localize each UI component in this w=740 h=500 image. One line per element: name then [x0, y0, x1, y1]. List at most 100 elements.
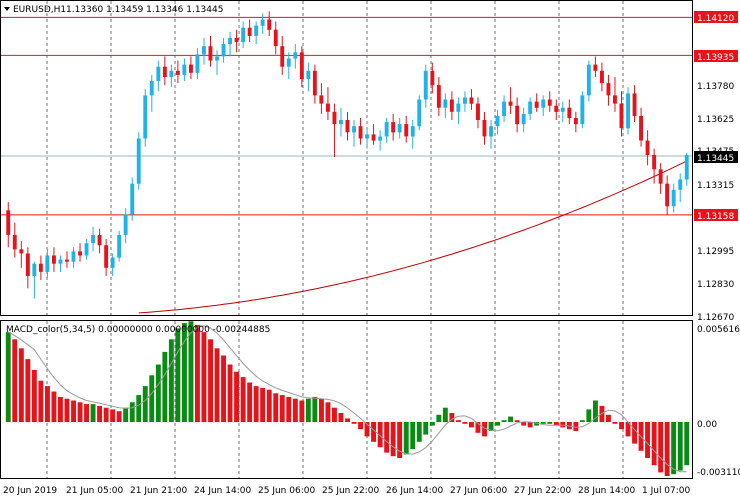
candle-body	[619, 103, 624, 129]
candle-body	[273, 29, 278, 47]
macd-bar	[247, 382, 253, 423]
candle-body	[423, 70, 428, 100]
candle-body	[502, 101, 506, 116]
candle-body	[534, 101, 539, 108]
macd-bar	[423, 422, 429, 435]
candle-body	[665, 183, 670, 207]
candle-body	[117, 235, 122, 258]
macd-bar	[521, 422, 527, 426]
candle-body	[130, 183, 135, 215]
candle-body	[449, 99, 454, 112]
macd-bar	[325, 402, 331, 423]
macd-bar	[384, 422, 390, 453]
current-price-tag-label: 1.13445	[697, 154, 734, 164]
macd-bar	[18, 348, 24, 423]
x-tick-label: 21 Jun 05:00	[66, 486, 123, 496]
candle-body	[319, 95, 324, 104]
macd-bar	[560, 422, 566, 428]
candle-body	[293, 52, 298, 59]
candle-body	[489, 126, 493, 137]
candle-body	[476, 103, 480, 120]
macd-bar	[612, 422, 618, 424]
macd-bar	[462, 422, 468, 424]
macd-bar	[540, 422, 546, 424]
macd-bar	[579, 420, 585, 422]
candle-body	[123, 214, 128, 235]
macd-bar	[671, 422, 677, 475]
candle-body	[32, 263, 37, 276]
macd-bar	[508, 416, 513, 422]
macd-bar	[456, 420, 461, 422]
candle-body	[326, 103, 330, 112]
macd-bar	[436, 414, 442, 422]
macd-bar	[175, 328, 181, 423]
candle-body	[182, 64, 187, 75]
macd-bar	[240, 377, 246, 423]
macd-bar	[116, 411, 122, 422]
price-tags: 1.14120 1.13935 1.13158 1.13445	[694, 11, 738, 222]
macd-bar	[45, 386, 50, 423]
macd-bar	[273, 393, 279, 423]
macd-bar	[527, 422, 533, 428]
macd-bar	[645, 422, 650, 458]
macd-bar	[38, 380, 44, 423]
macd-bar	[162, 351, 168, 423]
macd-bar	[586, 409, 592, 422]
candle-body	[658, 169, 663, 184]
macd-bar	[201, 332, 207, 423]
macd-panel-frame	[0, 320, 693, 479]
candle-body	[267, 19, 272, 30]
time-axis: 20 Jun 2019 21 Jun 05:00 21 Jun 21:00 24…	[3, 486, 691, 496]
candle-body	[104, 245, 109, 268]
macd-bar	[188, 321, 194, 423]
chart-menu-arrow-icon[interactable]	[4, 7, 10, 11]
level-tag-bg	[694, 50, 738, 62]
candle-body	[221, 44, 226, 57]
macd-bar	[90, 404, 96, 423]
candle-body	[391, 122, 396, 133]
x-tick-label: 25 Jun 06:00	[258, 486, 315, 496]
macd-bar	[12, 339, 18, 423]
macd-signal-line	[8, 325, 687, 473]
candle-body	[6, 210, 11, 235]
candle-body	[410, 126, 415, 137]
candle-body	[521, 113, 526, 125]
macd-bar	[123, 407, 129, 423]
candle-body	[260, 19, 265, 26]
macd-bar	[651, 422, 657, 466]
candle-body	[169, 70, 174, 77]
macd-panel-gridlines	[46, 321, 624, 478]
candle-body	[606, 83, 611, 96]
candle-body	[547, 99, 552, 106]
candle-body	[306, 70, 311, 79]
candle-body	[202, 46, 206, 55]
macd-bar	[5, 332, 11, 423]
macd-bar	[390, 422, 396, 457]
macd-bar	[442, 407, 448, 423]
macd-bar	[345, 418, 350, 422]
macd-bar	[110, 409, 116, 422]
candle-body	[286, 58, 291, 67]
level-tag-bg	[694, 11, 738, 23]
macd-bar	[64, 398, 70, 423]
macd-bar	[677, 422, 683, 471]
level-tag-label: 1.13935	[697, 53, 734, 63]
y-tick-label: 1.12995	[697, 247, 734, 257]
candle-body	[84, 243, 89, 256]
horizontal-levels	[1, 16, 692, 216]
candle-body	[136, 138, 141, 184]
current-price-tag-bg	[694, 151, 738, 163]
macd-bar	[449, 413, 455, 422]
macd-bar	[469, 422, 474, 428]
macd-bar	[534, 422, 540, 426]
main-panel-gridlines	[46, 1, 624, 315]
candle-body	[560, 107, 565, 112]
macd-bar	[299, 400, 305, 423]
candle-body	[352, 126, 356, 133]
y-tick-label: 1.13315	[697, 181, 734, 191]
macd-bar	[77, 402, 83, 423]
candle-body	[541, 99, 546, 108]
candle-body	[280, 46, 285, 67]
